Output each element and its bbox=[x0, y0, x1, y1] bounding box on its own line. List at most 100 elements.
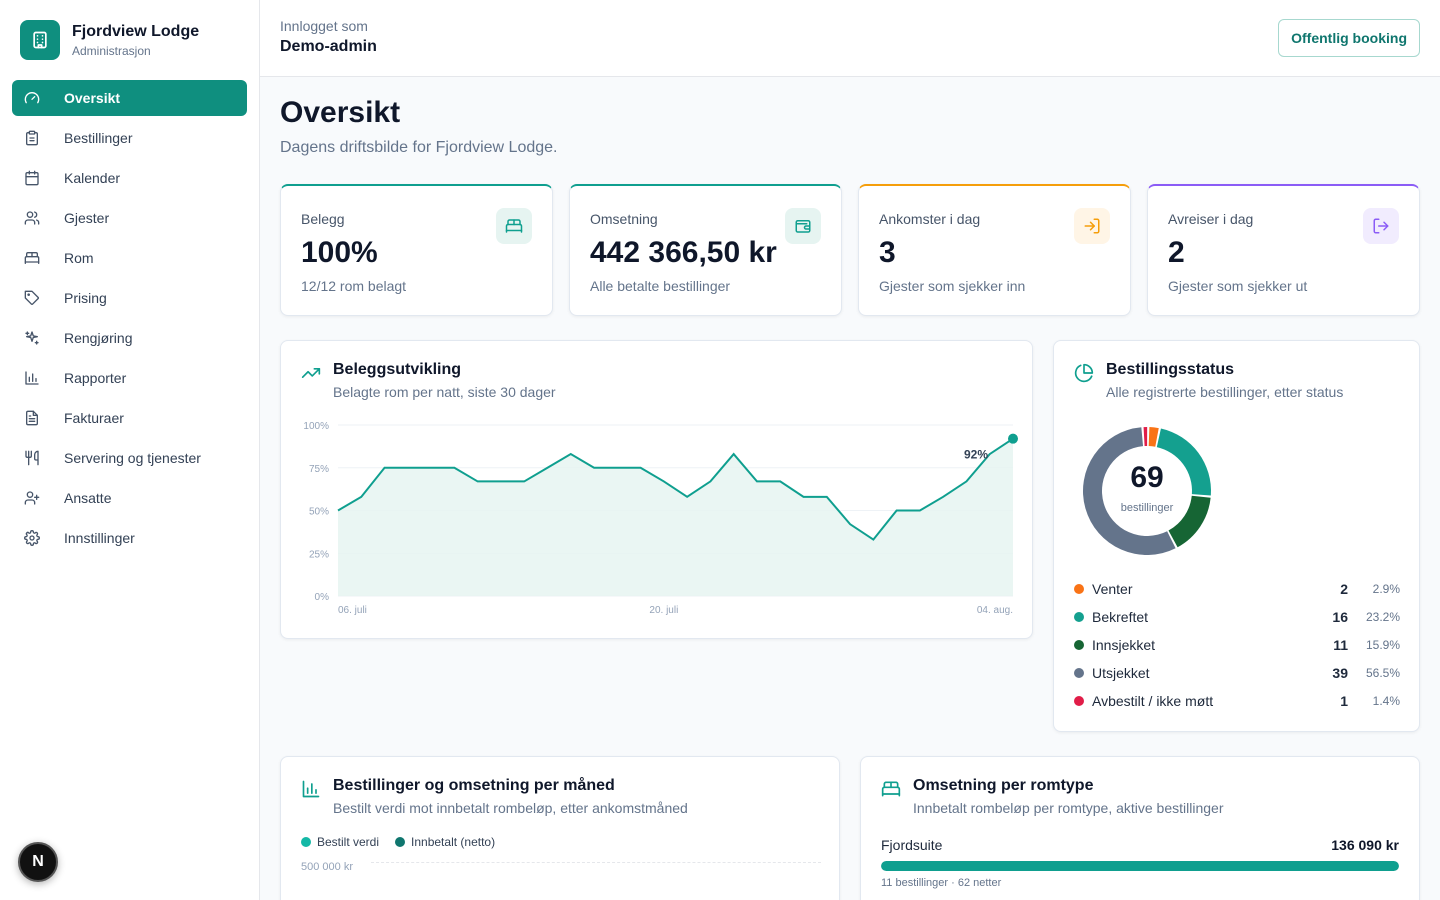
series-line bbox=[337, 437, 1014, 541]
sidebar-item-kalender[interactable]: Kalender bbox=[12, 160, 247, 196]
log-out-icon bbox=[1363, 208, 1399, 244]
sidebar-item-label: Rom bbox=[64, 250, 94, 266]
trending-up-icon bbox=[301, 368, 321, 378]
roomtype-meta: 11 bestillinger · 62 netter bbox=[881, 877, 1002, 889]
legend-count: 11 bbox=[1333, 637, 1348, 653]
sidebar-item-servering-og-tjenester[interactable]: Servering og tjenester bbox=[12, 440, 247, 476]
topbar: Innlogget som Demo-admin Offentlig booki… bbox=[260, 0, 1440, 77]
legend-pct: 2.9% bbox=[1372, 582, 1400, 596]
kpi-sub: 12/12 rom belagt bbox=[301, 278, 407, 294]
donut-slice-5[interactable] bbox=[1143, 426, 1148, 447]
y-tick-label: 50% bbox=[309, 507, 329, 518]
legend-label: Innsjekket bbox=[1092, 637, 1156, 653]
x-tick-label: 04. aug. bbox=[977, 605, 1013, 616]
sidebar-item-label: Servering og tjenester bbox=[64, 450, 201, 466]
wallet-icon bbox=[785, 208, 821, 244]
roomtype-amount: 136 090 kr bbox=[1331, 837, 1399, 853]
legend-dot bbox=[1074, 668, 1084, 678]
sidebar-item-oversikt[interactable]: Oversikt bbox=[12, 80, 247, 116]
roomtype-bar-track bbox=[881, 861, 1399, 871]
kpi-card: Omsetning 442 366,50 kr Alle betalte besti… bbox=[569, 184, 842, 316]
brand[interactable]: Fjordview Lodge Administrasjon bbox=[20, 20, 199, 60]
file-text-icon bbox=[24, 410, 40, 426]
pie-chart-icon bbox=[1074, 363, 1094, 383]
kpi-label: Avreiser i dag bbox=[1168, 211, 1254, 227]
bed-icon bbox=[881, 781, 901, 797]
monthly-card: Bestillinger og omsetning per måned Best… bbox=[280, 756, 840, 900]
sidebar-item-prising[interactable]: Prising bbox=[12, 280, 247, 316]
legend-pct: 15.9% bbox=[1365, 638, 1400, 652]
bar-chart-icon bbox=[302, 780, 320, 798]
legend-dot bbox=[1074, 612, 1084, 622]
login-label: Innlogget som bbox=[280, 18, 368, 34]
sidebar-item-rengjøring[interactable]: Rengjøring bbox=[12, 320, 247, 356]
donut-slice-4[interactable] bbox=[1082, 427, 1176, 555]
sidebar-item-fakturaer[interactable]: Fakturaer bbox=[12, 400, 247, 436]
kpi-label: Belegg bbox=[301, 211, 345, 227]
gridline bbox=[371, 862, 821, 863]
page-subtitle: Dagens driftsbilde for Fjordview Lodge. bbox=[280, 139, 558, 156]
sidebar-item-label: Rapporter bbox=[64, 370, 127, 386]
area-fill bbox=[338, 438, 1013, 596]
roomtype-name: Fjordsuite bbox=[881, 837, 943, 853]
kpi-card: Belegg 100% 12/12 rom belagt bbox=[280, 184, 553, 316]
legend-pct: 23.2% bbox=[1365, 610, 1400, 624]
calendar-icon bbox=[24, 170, 40, 186]
donut-slice-2[interactable] bbox=[1156, 428, 1212, 496]
sidebar-item-label: Rengjøring bbox=[64, 330, 133, 346]
monthly-y-tick: 500 000 kr bbox=[301, 861, 353, 873]
public-booking-button[interactable]: Offentlig booking bbox=[1278, 19, 1420, 57]
sidebar-item-ansatte[interactable]: Ansatte bbox=[12, 480, 247, 516]
sidebar-item-label: Gjester bbox=[64, 210, 110, 226]
donut-slice-1[interactable] bbox=[1148, 427, 1159, 447]
legend-count: 39 bbox=[1332, 665, 1348, 681]
donut-slice-3[interactable] bbox=[1168, 495, 1211, 548]
sparkles-icon bbox=[24, 330, 40, 346]
utensils-icon bbox=[24, 450, 40, 466]
kpi-value: 3 bbox=[879, 236, 896, 269]
roomtype-subtitle: Innbetalt rombeløp per romtype, aktive b… bbox=[913, 800, 1224, 816]
sidebar-item-label: Innstillinger bbox=[64, 530, 135, 546]
sidebar-item-label: Bestillinger bbox=[64, 130, 133, 146]
users-icon bbox=[24, 210, 40, 226]
y-tick-label: 25% bbox=[309, 549, 329, 560]
user-plus-icon bbox=[24, 490, 40, 506]
legend-label: Utsjekket bbox=[1092, 665, 1150, 681]
kpi-card: Ankomster i dag 3 Gjester som sjekker inn bbox=[858, 184, 1131, 316]
legend-swatch-booked bbox=[301, 837, 311, 847]
monthly-title: Bestillinger og omsetning per måned bbox=[333, 777, 615, 794]
last-point-label: 92% bbox=[964, 448, 988, 462]
status-donut bbox=[1082, 426, 1212, 555]
log-in-icon bbox=[1074, 208, 1110, 244]
bed-icon bbox=[24, 250, 40, 266]
sidebar-item-rapporter[interactable]: Rapporter bbox=[12, 360, 247, 396]
status-legend-row: Venter 2 2.9% bbox=[1074, 579, 1400, 599]
monthly-subtitle: Bestilt verdi mot innbetalt rombeløp, et… bbox=[333, 800, 688, 816]
sidebar-item-gjester[interactable]: Gjester bbox=[12, 200, 247, 236]
sidebar-item-innstillinger[interactable]: Innstillinger bbox=[12, 520, 247, 556]
legend-paid: Innbetalt (netto) bbox=[411, 835, 496, 849]
brand-name: Fjordview Lodge bbox=[72, 23, 200, 40]
bed-icon bbox=[496, 208, 532, 244]
roomtype-title: Omsetning per romtype bbox=[913, 777, 1094, 794]
occupancy-title: Beleggsutvikling bbox=[333, 361, 462, 378]
status-legend-row: Utsjekket 39 56.5% bbox=[1074, 663, 1400, 683]
occupancy-card: Beleggsutvikling Belagte rom per natt, s… bbox=[280, 340, 1033, 639]
kpi-card: Avreiser i dag 2 Gjester som sjekker ut bbox=[1147, 184, 1420, 316]
x-tick-label: 20. juli bbox=[649, 605, 678, 616]
sidebar-item-bestillinger[interactable]: Bestillinger bbox=[12, 120, 247, 156]
gear-icon bbox=[24, 530, 40, 546]
legend-label: Avbestilt / ikke møtt bbox=[1092, 693, 1214, 709]
next-dev-badge[interactable]: N bbox=[18, 842, 58, 882]
legend-count: 1 bbox=[1340, 693, 1348, 709]
sidebar-item-rom[interactable]: Rom bbox=[12, 240, 247, 276]
bar-chart-icon bbox=[24, 370, 40, 386]
page-title: Oversikt bbox=[280, 96, 401, 129]
sidebar-item-label: Kalender bbox=[64, 170, 121, 186]
donut-total: 69 bbox=[1130, 461, 1164, 494]
sidebar-item-label: Ansatte bbox=[64, 490, 112, 506]
roomtype-bar-fill bbox=[881, 861, 1399, 871]
login-user: Demo-admin bbox=[280, 38, 377, 55]
legend-swatch-paid bbox=[395, 837, 406, 847]
clipboard-icon bbox=[24, 130, 40, 146]
